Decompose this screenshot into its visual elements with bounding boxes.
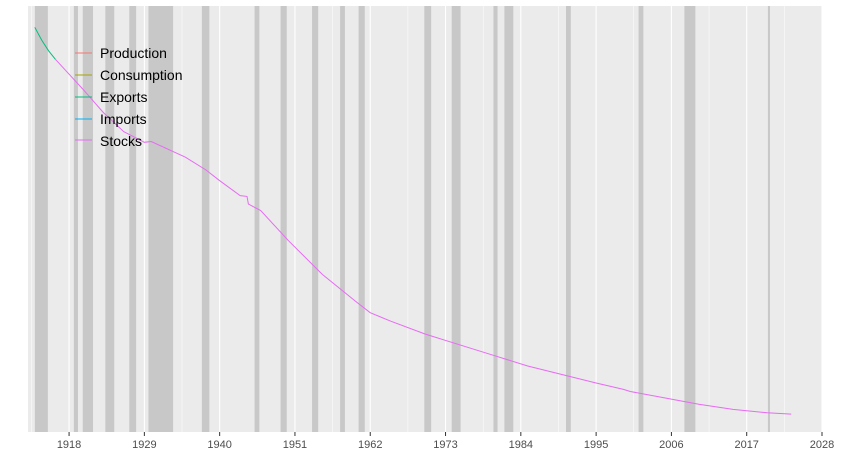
legend-label-stocks: Stocks [100, 133, 142, 149]
shaded-period [504, 6, 514, 432]
legend-label-imports: Imports [100, 111, 147, 127]
x-tick-label: 2028 [810, 439, 834, 451]
shaded-period [451, 6, 461, 432]
shaded-period [684, 6, 696, 432]
legend-entry-consumption[interactable]: Consumption [75, 67, 183, 83]
shaded-period [201, 6, 210, 432]
legend-entry-exports[interactable]: Exports [75, 89, 147, 105]
legend: Production Consumption Exports Imports S… [75, 45, 183, 149]
shaded-period [424, 6, 432, 432]
shaded-period [280, 6, 287, 432]
legend-entry-imports[interactable]: Imports [75, 111, 147, 127]
shaded-period [105, 6, 115, 432]
x-axis: 1918 1929 1940 1951 1962 1973 1984 1995 2006 2017… [57, 432, 834, 451]
legend-label-production: Production [100, 45, 167, 61]
shaded-period [493, 6, 498, 432]
series-lines [34, 27, 792, 415]
shaded-periods [34, 6, 770, 432]
x-tick-label: 1940 [207, 439, 231, 451]
shaded-period [312, 6, 319, 432]
x-tick-label: 1995 [584, 439, 608, 451]
x-tick-label: 1929 [132, 439, 156, 451]
shaded-period [129, 6, 137, 432]
shaded-period [82, 6, 94, 432]
x-tick-label: 1951 [283, 439, 307, 451]
x-tick-label: 1918 [57, 439, 81, 451]
shaded-period [638, 6, 644, 432]
shaded-period [34, 6, 48, 432]
series-line-exports [34, 27, 56, 60]
legend-entry-production[interactable]: Production [75, 45, 167, 61]
series-line-stocks [55, 58, 792, 415]
legend-entry-stocks[interactable]: Stocks [75, 133, 142, 149]
x-tick-label: 1962 [358, 439, 382, 451]
shaded-period [148, 6, 174, 432]
x-tick-label: 1973 [433, 439, 457, 451]
legend-label-consumption: Consumption [100, 67, 183, 83]
legend-label-exports: Exports [100, 89, 147, 105]
shaded-period [358, 6, 365, 432]
x-tick-label: 2017 [734, 439, 758, 451]
shaded-period [767, 6, 770, 432]
x-tick-label: 1984 [509, 439, 533, 451]
shaded-period [254, 6, 260, 432]
shaded-period [340, 6, 345, 432]
shaded-period [73, 6, 78, 432]
x-tick-label: 2006 [659, 439, 683, 451]
shaded-period [566, 6, 571, 432]
